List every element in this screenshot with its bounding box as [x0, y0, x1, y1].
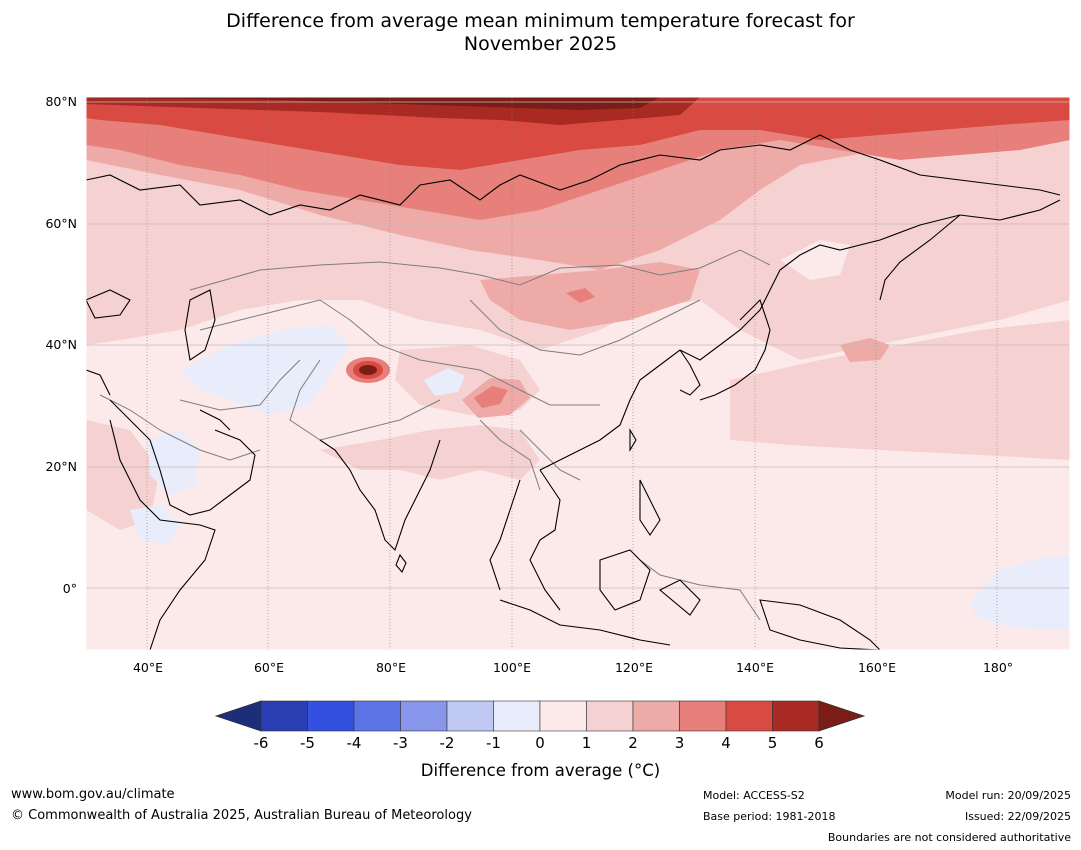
anomaly-region-cool-tibet — [424, 368, 465, 396]
title-line-2: November 2025 — [463, 33, 618, 55]
colorbar-tick: -5 — [300, 734, 315, 752]
lon-label: 60°E — [254, 660, 284, 675]
colorbar-tick: -4 — [347, 734, 362, 752]
colorbar-swatch — [586, 700, 634, 732]
colorbar-swatch — [632, 700, 680, 732]
lat-label: 0° — [63, 581, 77, 596]
colorbar-tick: 2 — [628, 734, 638, 752]
colorbar-swatch — [725, 700, 773, 732]
colorbar-swatch — [679, 700, 727, 732]
colorbar-tick: 5 — [768, 734, 778, 752]
lat-label: 40°N — [45, 337, 77, 352]
colorbar-tick: -3 — [393, 734, 408, 752]
anomaly-region-2to3-east-asia — [840, 338, 890, 362]
colorbar-extend-low — [214, 700, 262, 732]
footer-issued: Issued: 22/09/2025 — [964, 810, 1071, 823]
colorbar-tick: -2 — [440, 734, 455, 752]
colorbar-tick: 3 — [675, 734, 685, 752]
lon-label: 120°E — [615, 660, 653, 675]
footer-copyright: © Commonwealth of Australia 2025, Austra… — [11, 808, 472, 823]
colorbar: -6 -5 -4 -3 -2 -1 0 1 2 3 4 5 6 — [214, 700, 866, 752]
anomaly-region-4to5-north — [86, 97, 1070, 170]
map-border — [85, 96, 1071, 651]
colorbar-ticks: -6 -5 -4 -3 -2 -1 0 1 2 3 4 5 6 — [254, 734, 824, 752]
anomaly-region-3to4-tibet-east — [474, 386, 508, 408]
colorbar-swatch — [446, 700, 494, 732]
lat-label: 80°N — [45, 94, 77, 109]
latitude-lines — [86, 101, 1070, 589]
colorbar-extend-high — [818, 700, 866, 732]
longitude-labels: 40°E 60°E 80°E 100°E 120°E 140°E 160°E 1… — [133, 660, 1013, 675]
chart-title: Difference from average mean minimum tem… — [0, 10, 1081, 56]
colorbar-tick: 0 — [535, 734, 545, 752]
footer-disclaimer: Boundaries are not considered authoritat… — [827, 831, 1071, 844]
temperature-anomaly-map: 80°N 60°N 40°N 20°N 0° 40°E 60°E 80°E 10… — [45, 94, 1071, 675]
anomaly-region-cool-horn-africa — [130, 505, 180, 545]
colorbar-title: Difference from average (°C) — [420, 761, 661, 780]
anomaly-region-3to4-spot — [566, 288, 595, 303]
colorbar-tick: -6 — [254, 734, 269, 752]
anomaly-region-above6-north — [86, 97, 660, 110]
title-line-1: Difference from average mean minimum tem… — [226, 10, 855, 32]
colorbar-swatch — [353, 700, 401, 732]
anomaly-region-cool-mongolia — [780, 240, 850, 280]
colorbar-swatches — [214, 700, 866, 732]
lon-label: 80°E — [376, 660, 406, 675]
coastlines — [86, 134, 1061, 650]
footer-model-run: Model run: 20/09/2025 — [945, 789, 1071, 802]
colorbar-tick: 1 — [582, 734, 592, 752]
colorbar-tick: 4 — [721, 734, 731, 752]
anomaly-region-1to2-pacific — [730, 320, 1070, 460]
lat-label: 60°N — [45, 216, 77, 231]
lon-label: 180° — [983, 660, 1013, 675]
anomaly-region-1to2-india — [320, 425, 540, 480]
footer-base-period: Base period: 1981-2018 — [703, 810, 836, 823]
anomaly-region-cool-central-asia — [180, 325, 350, 415]
lon-label: 160°E — [858, 660, 896, 675]
anomaly-region-cool-arabia — [148, 430, 200, 495]
anomaly-region-1to2-arabia — [86, 420, 160, 530]
lon-label: 140°E — [736, 660, 774, 675]
colorbar-swatch — [260, 700, 308, 732]
footer-website: www.bom.gov.au/climate — [11, 787, 175, 802]
latitude-labels: 80°N 60°N 40°N 20°N 0° — [45, 94, 77, 596]
lon-label: 40°E — [133, 660, 163, 675]
colorbar-swatch — [307, 700, 355, 732]
lon-label: 100°E — [493, 660, 531, 675]
colorbar-swatch — [772, 700, 820, 732]
graticule — [146, 97, 998, 650]
anomaly-hotspot-inner — [359, 365, 377, 375]
footer-model: Model: ACCESS-S2 — [703, 789, 805, 802]
colorbar-swatch — [400, 700, 448, 732]
colorbar-swatch — [493, 700, 541, 732]
colorbar-tick: -1 — [486, 734, 501, 752]
anomaly-region-cool-pacific — [970, 556, 1070, 630]
colorbar-tick: 6 — [814, 734, 824, 752]
colorbar-swatch — [539, 700, 587, 732]
anomaly-shading — [86, 97, 1070, 630]
country-borders — [99, 249, 771, 621]
lat-label: 20°N — [45, 459, 77, 474]
